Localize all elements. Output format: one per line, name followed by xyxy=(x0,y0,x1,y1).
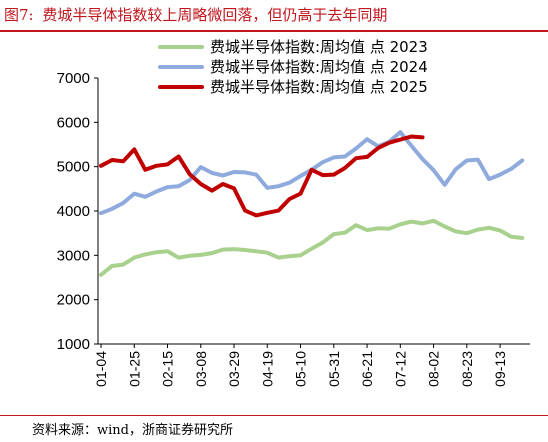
x-tick-label: 07-12 xyxy=(392,351,408,387)
chart-lines xyxy=(99,130,525,277)
y-tick-label: 3000 xyxy=(57,247,90,264)
x-tick-label: 03-08 xyxy=(193,351,209,387)
chart-axes xyxy=(97,78,530,345)
y-tick-label: 4000 xyxy=(57,203,90,220)
y-tick-label: 7000 xyxy=(57,70,90,87)
x-tick-label: 01-25 xyxy=(126,351,142,387)
series-line-3 xyxy=(99,134,425,218)
series-line-1 xyxy=(99,218,525,277)
x-tick-label: 01-04 xyxy=(93,351,109,387)
x-tick-label: 05-10 xyxy=(293,351,309,387)
legend-label-3: 费城半导体指数:周均值 点 2025 xyxy=(210,78,428,96)
x-tick-label: 09-13 xyxy=(492,351,508,387)
y-tick-label: 5000 xyxy=(57,159,90,176)
figure-title: 图7: 费城半导体指数较上周略微回落，但仍高于去年同期 xyxy=(4,4,387,25)
title-rule xyxy=(0,30,548,32)
chart-ticks: 1000 2000 3000 4000 5000 6000 7000 01-04 01-25 02… xyxy=(57,70,508,387)
chart-legend: 费城半导体指数:周均值 点 2023 费城半导体指数:周均值 点 2024 费城半导… xyxy=(158,38,428,96)
figure-caption: 费城半导体指数较上周略微回落，但仍高于去年同期 xyxy=(42,6,388,24)
x-tick-label: 06-21 xyxy=(359,351,375,387)
x-tick-label: 04-19 xyxy=(259,351,275,387)
y-tick-label: 6000 xyxy=(57,114,90,131)
legend-label-2: 费城半导体指数:周均值 点 2024 xyxy=(210,58,428,76)
x-tick-label: 08-23 xyxy=(459,351,475,387)
x-tick-label: 08-02 xyxy=(426,351,442,387)
y-tick-label: 2000 xyxy=(57,292,90,309)
x-tick-label: 03-29 xyxy=(226,351,242,387)
figure-number: 图7: xyxy=(4,6,34,24)
x-tick-label: 02-15 xyxy=(160,351,176,387)
x-tick-label: 05-31 xyxy=(326,351,342,387)
source-rule xyxy=(0,415,548,416)
legend-label-1: 费城半导体指数:周均值 点 2023 xyxy=(210,38,428,56)
y-tick-label: 1000 xyxy=(57,336,90,353)
source-note: 资料来源：wind，浙商证券研究所 xyxy=(32,423,233,438)
